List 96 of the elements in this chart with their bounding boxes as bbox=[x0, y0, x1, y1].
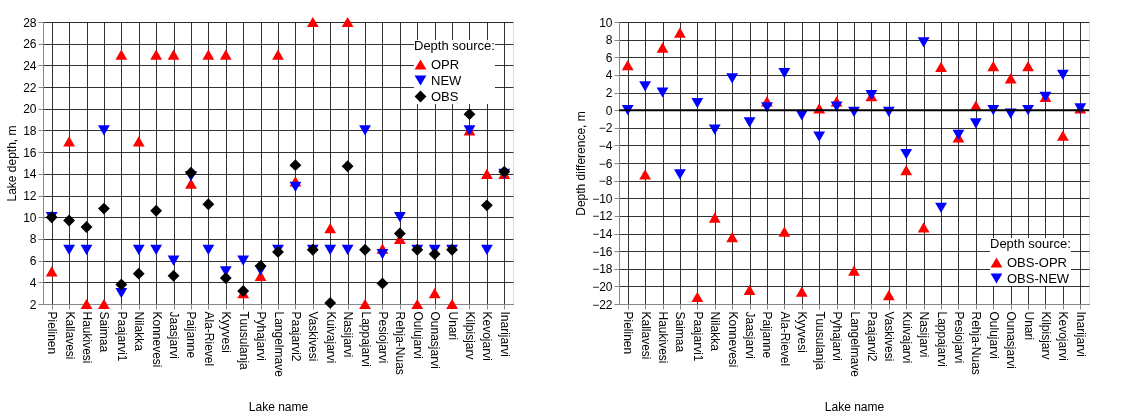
x-tick-label: Langelmave bbox=[271, 311, 286, 378]
x-tick-label: Haukivesi bbox=[656, 311, 671, 364]
y-tick-label: 18 bbox=[23, 123, 37, 138]
x-tick-label: Ounasjarvi bbox=[1004, 311, 1019, 369]
x-axis-title: Lake name bbox=[248, 399, 309, 414]
x-tick-label: Inarijarvi bbox=[497, 311, 512, 357]
y-tick-label: 14 bbox=[23, 167, 37, 182]
y-tick-label: 0 bbox=[605, 103, 613, 118]
x-tick-label: Tuusulanja bbox=[812, 311, 827, 371]
x-tick-label: Unari bbox=[1021, 311, 1036, 341]
x-tick-label: Pyhajarvi bbox=[254, 311, 269, 361]
x-tick-label: Kyyvesi bbox=[795, 311, 810, 353]
x-tick-label: Saimaa bbox=[97, 311, 112, 353]
legend-label: OBS bbox=[431, 88, 459, 104]
x-tick-label: Nasijarvi bbox=[917, 311, 932, 358]
x-tick-label: Kyyvesi bbox=[219, 311, 234, 353]
x-tick-label: Pielinen bbox=[45, 311, 60, 355]
y-tick-label: 2 bbox=[605, 86, 613, 100]
legend-label: OBS-NEW bbox=[1007, 270, 1070, 286]
x-tick-label: Kilpisjarv bbox=[1038, 311, 1053, 360]
x-tick-label: Pyhajarvi bbox=[830, 311, 845, 361]
y-tick-label: −18 bbox=[592, 262, 613, 277]
y-tick-label: 28 bbox=[23, 15, 37, 30]
legend-label: NEW bbox=[431, 72, 463, 88]
x-tick-label: Paijanne bbox=[184, 311, 199, 359]
x-tick-label: Lappajarvi bbox=[358, 311, 373, 367]
x-tick-label: Tuusulanja bbox=[236, 311, 251, 371]
y-tick-label: 22 bbox=[23, 80, 37, 95]
x-tick-label: Jaasjarvi bbox=[743, 311, 758, 359]
x-tick-label: Paajarvi1 bbox=[690, 311, 705, 362]
y-tick-label: −12 bbox=[592, 209, 613, 224]
y-tick-label: −14 bbox=[592, 227, 613, 241]
x-tick-label: Pesiojarvi bbox=[375, 311, 390, 364]
x-tick-label: Lappajarvi bbox=[934, 311, 949, 367]
y-tick-label: 10 bbox=[599, 15, 613, 30]
y-tick-label: 26 bbox=[23, 37, 37, 52]
x-tick-label: Paijanne bbox=[760, 311, 775, 359]
y-tick-label: 24 bbox=[23, 58, 37, 73]
y-axis-title: Depth difference, m bbox=[574, 111, 589, 216]
y-tick-label: −10 bbox=[592, 191, 613, 206]
y-tick-label: 8 bbox=[29, 232, 37, 247]
x-tick-label: Pielinen bbox=[621, 311, 636, 355]
x-tick-label: Kevojarvi bbox=[1056, 311, 1071, 361]
x-tick-label: Langelmave bbox=[847, 311, 862, 378]
y-tick-label: −20 bbox=[592, 279, 613, 294]
x-tick-label: Nilakka bbox=[708, 311, 723, 352]
y-tick-label: 12 bbox=[23, 189, 37, 204]
x-tick-label: Vaskivesi bbox=[306, 311, 321, 362]
y-tick-label: 4 bbox=[605, 68, 613, 83]
x-tick-label: Rehja-Nuas bbox=[393, 311, 408, 375]
x-tick-label: Rehja-Nuas bbox=[969, 311, 984, 375]
x-tick-label: Kallavesi bbox=[62, 311, 77, 360]
legend-title: Depth source: bbox=[990, 236, 1071, 251]
y-tick-label: −6 bbox=[598, 156, 613, 171]
x-tick-label: Kilpisjarv bbox=[462, 311, 477, 360]
y-axis-title: Lake depth, m bbox=[5, 125, 20, 202]
x-tick-label: Oulujarvi bbox=[986, 311, 1001, 359]
y-tick-label: −22 bbox=[592, 297, 613, 312]
legend-title: Depth source: bbox=[414, 38, 495, 53]
y-tick-label: 6 bbox=[29, 254, 37, 269]
x-tick-label: Kuivajarvi bbox=[323, 311, 338, 364]
x-tick-label: Saimaa bbox=[673, 311, 688, 353]
x-tick-label: Inarijarvi bbox=[1073, 311, 1088, 357]
y-tick-label: 2 bbox=[29, 297, 37, 312]
x-tick-label: Unari bbox=[445, 311, 460, 341]
x-tick-label: Paajarvi2 bbox=[288, 311, 303, 362]
x-tick-label: Ounasjarvi bbox=[428, 311, 443, 369]
y-tick-label: 20 bbox=[23, 102, 37, 117]
x-tick-label: Vaskivesi bbox=[882, 311, 897, 362]
y-tick-label: 16 bbox=[23, 145, 37, 160]
legend-label: OBS-OPR bbox=[1007, 254, 1067, 270]
x-tick-label: Oulujarvi bbox=[410, 311, 425, 359]
y-tick-label: −4 bbox=[598, 138, 613, 153]
x-tick-label: Jaasjarvi bbox=[167, 311, 182, 359]
y-tick-label: 8 bbox=[605, 33, 613, 48]
x-tick-label: Ala-Rievel bbox=[201, 311, 216, 367]
x-tick-label: Nasijarvi bbox=[341, 311, 356, 358]
y-tick-label: −8 bbox=[598, 174, 613, 189]
x-tick-label: Nilakka bbox=[132, 311, 147, 352]
y-tick-label: −2 bbox=[598, 121, 613, 136]
x-axis-title: Lake name bbox=[824, 399, 885, 414]
x-tick-label: Konnevesi bbox=[725, 311, 740, 368]
x-tick-label: Haukivesi bbox=[80, 311, 95, 364]
x-tick-label: Pesiojarvi bbox=[951, 311, 966, 364]
x-tick-label: Paajarvi2 bbox=[864, 311, 879, 362]
x-tick-label: Konnevesi bbox=[149, 311, 164, 368]
x-tick-label: Paajarvi1 bbox=[114, 311, 129, 362]
x-tick-label: Kevojarvi bbox=[480, 311, 495, 361]
legend-label: OPR bbox=[431, 56, 460, 72]
x-tick-label: Kuivajarvi bbox=[899, 311, 914, 364]
x-tick-label: Kallavesi bbox=[638, 311, 653, 360]
y-tick-label: 4 bbox=[29, 275, 37, 290]
y-tick-label: −16 bbox=[592, 244, 613, 259]
y-tick-label: 6 bbox=[605, 50, 613, 65]
x-tick-label: Ala-Rievel bbox=[777, 311, 792, 367]
y-tick-label: 10 bbox=[23, 210, 37, 225]
